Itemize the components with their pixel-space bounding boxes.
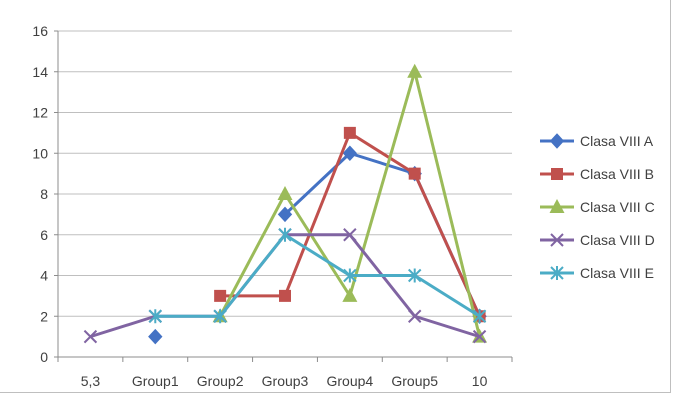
- x-tick-label: Group2: [197, 373, 244, 389]
- y-tick-label: 14: [32, 64, 48, 80]
- y-tick-label: 12: [32, 105, 48, 121]
- data-point: [83, 329, 98, 344]
- series-group: [83, 63, 488, 345]
- legend-label: Clasa VIII C: [580, 199, 655, 215]
- data-point: [343, 268, 357, 283]
- data-point: [472, 309, 487, 324]
- y-tick-label: 6: [40, 227, 48, 243]
- legend-swatch-marker: [549, 199, 565, 213]
- legend-item: Clasa VIII A: [540, 133, 654, 149]
- legend-swatch-marker: [549, 133, 565, 149]
- y-tick-label: 0: [40, 349, 48, 365]
- legend-swatch-marker: [551, 168, 563, 180]
- data-point: [148, 328, 163, 345]
- x-tick-label: 5,3: [81, 373, 101, 389]
- legend-swatch-marker: [550, 233, 564, 247]
- x-tick-label: Group5: [391, 373, 438, 389]
- legend-label: Clasa VIII A: [580, 133, 654, 149]
- legend-item: Clasa VIII B: [540, 166, 654, 182]
- data-point: [342, 145, 358, 161]
- legend-item: Clasa VIII D: [540, 232, 655, 248]
- series-line: [155, 233, 481, 318]
- data-point: [214, 289, 227, 302]
- legend: Clasa VIII A Clasa VIII B Clasa VIII C Clas…: [540, 133, 655, 281]
- series-clasa-viii-e: [148, 227, 487, 324]
- legend-label: Clasa VIII D: [580, 232, 655, 248]
- legend-label: Clasa VIII E: [580, 265, 654, 281]
- data-point: [343, 126, 356, 139]
- y-tick-label: 10: [32, 145, 48, 161]
- data-point: [213, 309, 227, 324]
- data-point: [277, 186, 293, 200]
- data-point: [279, 289, 291, 302]
- data-point: [342, 287, 358, 302]
- y-tick-label: 2: [40, 308, 48, 324]
- y-tick-label: 4: [40, 268, 48, 284]
- x-tick-label: 10: [472, 373, 488, 389]
- data-point: [278, 227, 292, 242]
- data-point: [408, 268, 422, 283]
- data-point: [472, 329, 487, 344]
- legend-item: Clasa VIII C: [540, 199, 655, 215]
- legend-label: Clasa VIII B: [580, 166, 654, 182]
- legend-item: Clasa VIII E: [540, 265, 654, 281]
- axes: [54, 30, 513, 362]
- y-tick-label: 16: [32, 23, 48, 39]
- legend-swatch-marker: [550, 266, 564, 280]
- x-tick-label: Group3: [262, 373, 309, 389]
- data-point: [407, 63, 423, 78]
- y-tick-label: 8: [40, 186, 48, 202]
- x-axis-tick-labels: 5,3 Group1 Group2 Group3 Group4 Group5 10: [81, 373, 488, 389]
- data-point: [277, 206, 293, 223]
- data-point: [408, 309, 422, 323]
- series-clasa-viii-c: [212, 63, 488, 343]
- gridlines: [58, 30, 512, 317]
- data-point: [408, 167, 421, 180]
- series-clasa-viii-d: [83, 228, 487, 344]
- data-point: [343, 228, 357, 242]
- x-tick-label: Group1: [132, 373, 179, 389]
- data-point: [148, 309, 162, 324]
- y-axis-tick-labels: 0 2 4 6 8 10 12 14 16: [32, 23, 48, 365]
- x-tick-label: Group4: [327, 373, 374, 389]
